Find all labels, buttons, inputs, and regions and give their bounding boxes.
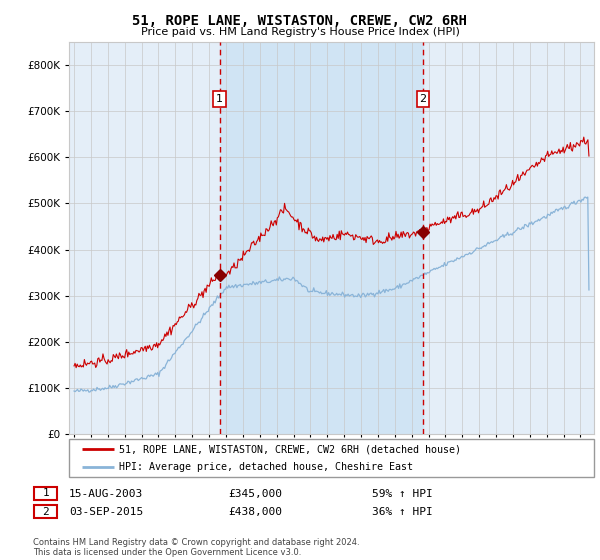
Text: 2: 2 xyxy=(419,94,427,104)
FancyBboxPatch shape xyxy=(69,439,594,477)
Text: 59% ↑ HPI: 59% ↑ HPI xyxy=(372,489,433,499)
Text: HPI: Average price, detached house, Cheshire East: HPI: Average price, detached house, Ches… xyxy=(119,462,413,472)
Text: £345,000: £345,000 xyxy=(228,489,282,499)
Text: Contains HM Land Registry data © Crown copyright and database right 2024.
This d: Contains HM Land Registry data © Crown c… xyxy=(33,538,359,557)
Text: 15-AUG-2003: 15-AUG-2003 xyxy=(69,489,143,499)
FancyBboxPatch shape xyxy=(34,505,57,519)
Text: 1: 1 xyxy=(216,94,223,104)
Text: 51, ROPE LANE, WISTASTON, CREWE, CW2 6RH: 51, ROPE LANE, WISTASTON, CREWE, CW2 6RH xyxy=(133,14,467,28)
FancyBboxPatch shape xyxy=(34,487,57,500)
Text: 03-SEP-2015: 03-SEP-2015 xyxy=(69,507,143,517)
Text: 1: 1 xyxy=(42,488,49,498)
Text: 51, ROPE LANE, WISTASTON, CREWE, CW2 6RH (detached house): 51, ROPE LANE, WISTASTON, CREWE, CW2 6RH… xyxy=(119,444,461,454)
Text: £438,000: £438,000 xyxy=(228,507,282,517)
Text: 2: 2 xyxy=(42,507,49,517)
Text: 36% ↑ HPI: 36% ↑ HPI xyxy=(372,507,433,517)
Text: Price paid vs. HM Land Registry's House Price Index (HPI): Price paid vs. HM Land Registry's House … xyxy=(140,27,460,37)
Bar xyxy=(220,42,423,434)
